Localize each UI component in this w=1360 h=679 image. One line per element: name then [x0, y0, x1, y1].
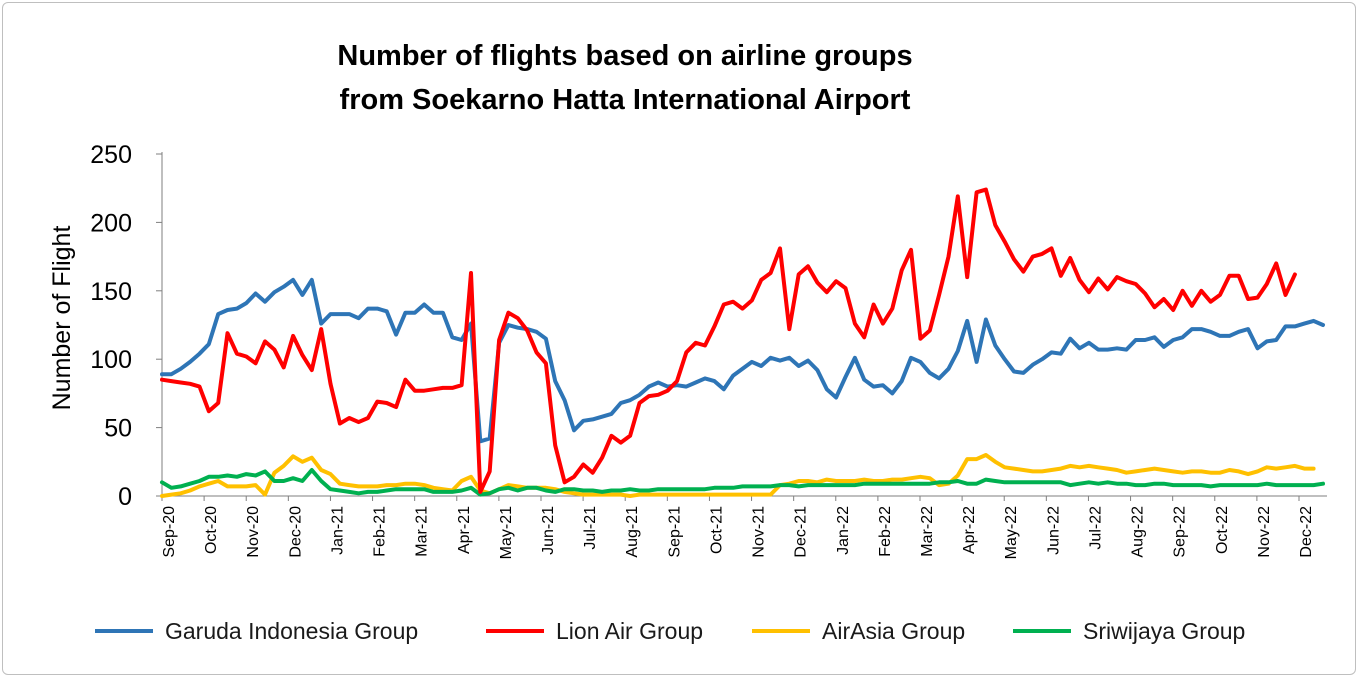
y-tick-label: 150 [90, 278, 132, 306]
x-tick-label: Jun-22 [1045, 506, 1062, 555]
x-tick-label: Oct-21 [708, 506, 725, 554]
legend-item: Sriwijaya Group [1013, 613, 1245, 649]
x-tick-label: Nov-21 [751, 506, 768, 558]
chart-title-line-1: Number of flights based on airline group… [337, 40, 913, 72]
x-tick-label: Nov-20 [245, 506, 262, 558]
y-tick-label: 50 [104, 415, 132, 443]
series-line-lion-air-group [160, 187, 1297, 494]
y-tick-label: 0 [118, 483, 132, 511]
x-tick-label: Jul-22 [1087, 506, 1104, 550]
y-tick-label: 250 [90, 141, 132, 169]
x-tick-label: Apr-22 [961, 506, 978, 554]
legend-item: Lion Air Group [486, 613, 703, 649]
x-tick-label: Feb-22 [877, 506, 894, 557]
legend-swatch [486, 629, 544, 633]
x-tick-label: Dec-21 [793, 506, 810, 558]
x-tick-label: Sep-21 [666, 506, 683, 558]
x-tick-label: Nov-22 [1256, 506, 1273, 558]
x-tick-label: Jan-21 [329, 506, 346, 555]
chart-legend: Garuda Indonesia Group Lion Air Group AirA… [0, 613, 1360, 649]
x-tick-label: Jun-21 [540, 506, 557, 555]
legend-swatch [752, 629, 810, 633]
x-tick-label: Jul-21 [582, 506, 599, 550]
x-tick-label: Mar-22 [919, 506, 936, 557]
series-line-airasia-group [160, 453, 1316, 498]
x-tick-label: Dec-20 [287, 506, 304, 558]
x-tick-label: May-21 [498, 506, 515, 559]
x-tick-label: Jan-22 [835, 506, 852, 555]
legend-label: AirAsia Group [822, 617, 966, 644]
x-tick-label: May-22 [1003, 506, 1020, 559]
chart-title-line-2: from Soekarno Hatta International Airpor… [339, 84, 911, 116]
legend-item: Garuda Indonesia Group [95, 613, 418, 649]
legend-label: Garuda Indonesia Group [165, 617, 419, 644]
y-tick-label: 100 [90, 346, 132, 374]
x-tick-label: Mar-21 [414, 506, 431, 557]
x-tick-label: Sep-22 [1172, 506, 1189, 558]
x-tick-label: Aug-21 [624, 506, 641, 558]
x-tick-label: Feb-21 [372, 506, 389, 557]
x-tick-label: Apr-21 [456, 506, 473, 554]
legend-swatch [95, 629, 153, 633]
x-tick-label: Aug-22 [1130, 506, 1147, 558]
legend-swatch [1013, 629, 1071, 633]
x-tick-label: Dec-22 [1298, 506, 1315, 558]
y-tick-label: 200 [90, 209, 132, 237]
legend-label: Sriwijaya Group [1083, 617, 1246, 644]
series-line-garuda-indonesia-group [160, 277, 1325, 444]
x-tick-label: Oct-22 [1214, 506, 1231, 554]
x-tick-label: Oct-20 [203, 506, 220, 554]
legend-label: Lion Air Group [556, 617, 704, 644]
series-line-sriwijaya-group [160, 468, 1325, 497]
x-tick-label: Sep-20 [161, 506, 178, 558]
y-axis-label: Number of Flight [48, 226, 76, 411]
legend-item: AirAsia Group [752, 613, 965, 649]
